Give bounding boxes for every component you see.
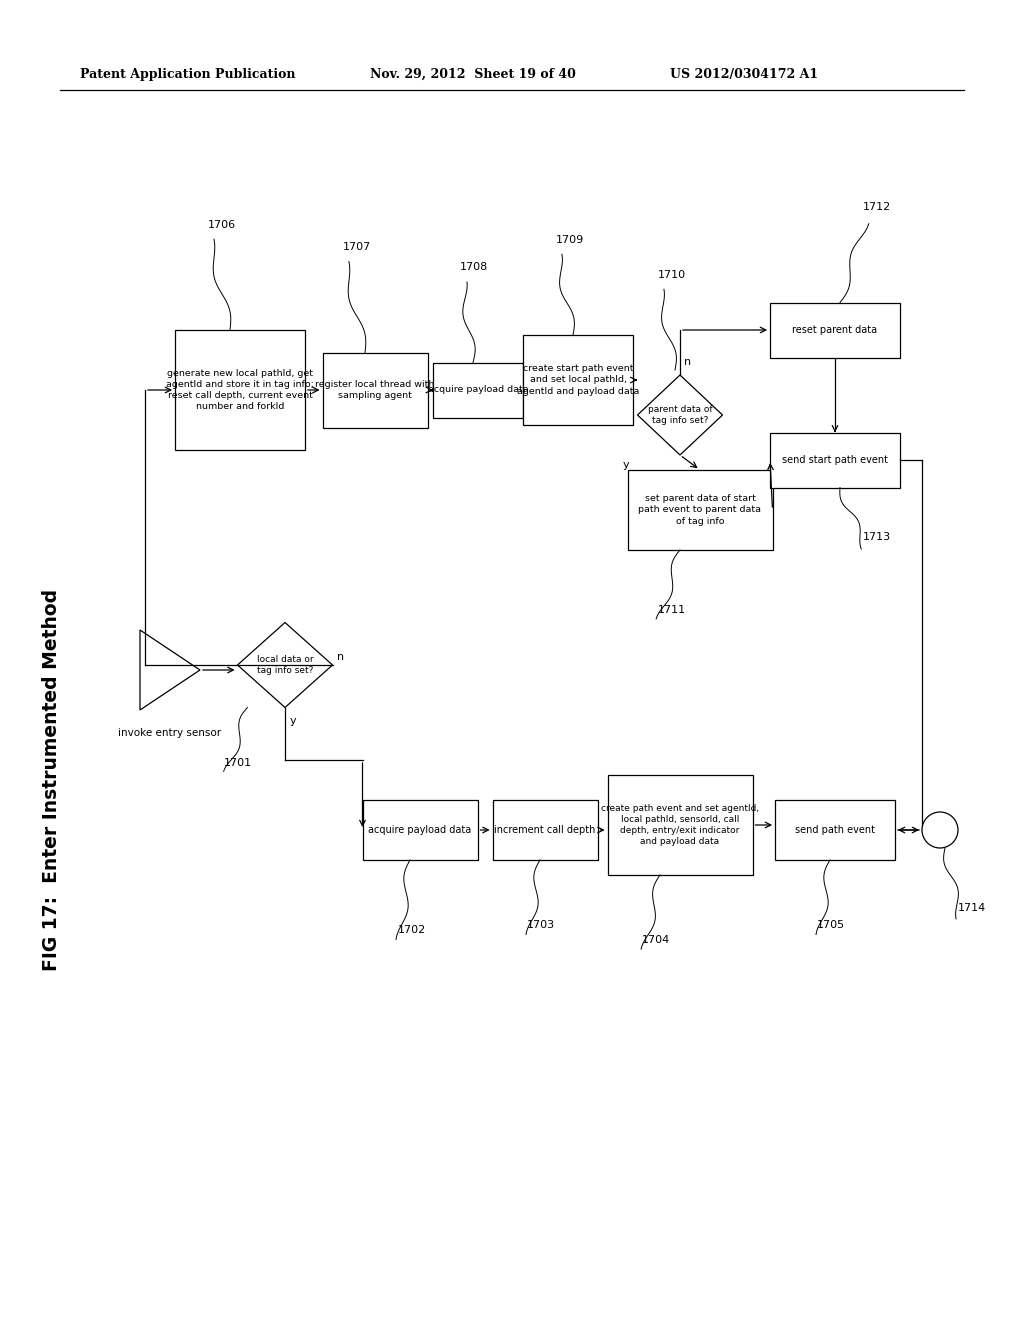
Text: n: n <box>337 652 344 663</box>
Text: 1709: 1709 <box>556 235 585 246</box>
Text: register local thread with
sampling agent: register local thread with sampling agen… <box>315 380 434 400</box>
Text: 1702: 1702 <box>398 925 426 935</box>
Text: 1701: 1701 <box>223 758 252 767</box>
Bar <box>770 433 900 487</box>
Text: reset parent data: reset parent data <box>793 325 878 335</box>
Bar <box>323 352 427 428</box>
Text: US 2012/0304172 A1: US 2012/0304172 A1 <box>670 69 818 81</box>
Text: 1707: 1707 <box>343 243 372 252</box>
Bar <box>433 363 523 417</box>
Text: acquire payload data: acquire payload data <box>428 385 528 395</box>
Text: 1713: 1713 <box>863 532 891 543</box>
Text: 1704: 1704 <box>642 935 671 945</box>
Bar <box>628 470 772 550</box>
Text: y: y <box>290 715 297 726</box>
Text: acquire payload data: acquire payload data <box>369 825 472 836</box>
Circle shape <box>922 812 958 847</box>
Text: Patent Application Publication: Patent Application Publication <box>80 69 296 81</box>
Bar <box>493 800 597 861</box>
Text: parent data of
tag info set?: parent data of tag info set? <box>648 405 713 425</box>
Text: 1705: 1705 <box>817 920 845 931</box>
Text: increment call depth: increment call depth <box>495 825 596 836</box>
Text: 1712: 1712 <box>863 202 891 213</box>
Bar <box>362 800 477 861</box>
Text: 1711: 1711 <box>658 605 686 615</box>
Polygon shape <box>638 375 723 455</box>
Bar <box>775 800 895 861</box>
Bar <box>770 302 900 358</box>
Text: y: y <box>623 459 630 470</box>
Text: 1714: 1714 <box>958 903 986 913</box>
Text: n: n <box>684 356 691 367</box>
Bar <box>523 335 633 425</box>
Text: 1703: 1703 <box>527 920 555 931</box>
Bar <box>607 775 753 875</box>
Bar <box>175 330 305 450</box>
Text: Nov. 29, 2012  Sheet 19 of 40: Nov. 29, 2012 Sheet 19 of 40 <box>370 69 575 81</box>
Text: FIG 17:  Enter Instrumented Method: FIG 17: Enter Instrumented Method <box>43 589 61 972</box>
Text: generate new local pathId, get
agentId and store it in tag info;
reset call dept: generate new local pathId, get agentId a… <box>166 368 314 411</box>
Polygon shape <box>238 623 333 708</box>
Text: send path event: send path event <box>795 825 874 836</box>
Text: local data or
tag info set?: local data or tag info set? <box>257 655 313 675</box>
Text: 1710: 1710 <box>658 271 686 280</box>
Text: 1708: 1708 <box>460 263 488 272</box>
Text: set parent data of start
path event to parent data
of tag info: set parent data of start path event to p… <box>639 495 762 525</box>
Text: create start path event
and set local pathId,
agentId and payload data: create start path event and set local pa… <box>517 364 639 396</box>
Text: create path event and set agentId,
local pathId, sensorId, call
depth, entry/exi: create path event and set agentId, local… <box>601 804 759 846</box>
Text: send start path event: send start path event <box>782 455 888 465</box>
Text: 1706: 1706 <box>208 220 237 230</box>
Text: invoke entry sensor: invoke entry sensor <box>119 729 221 738</box>
Polygon shape <box>140 630 200 710</box>
